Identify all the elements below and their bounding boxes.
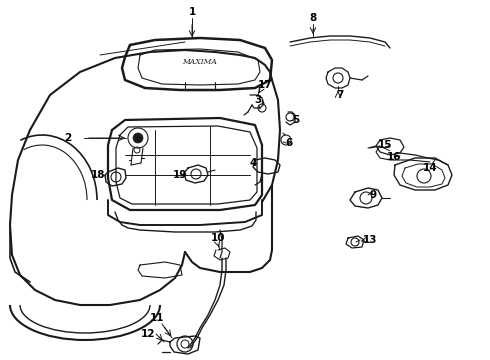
Circle shape [133, 133, 143, 143]
Text: 4: 4 [249, 158, 257, 168]
Text: 17: 17 [258, 80, 272, 90]
Text: MAXIMA: MAXIMA [183, 58, 218, 66]
Text: 13: 13 [363, 235, 377, 245]
Text: 11: 11 [150, 313, 164, 323]
Text: 6: 6 [285, 138, 293, 148]
Text: 19: 19 [173, 170, 187, 180]
Text: 15: 15 [378, 140, 392, 150]
Text: 14: 14 [423, 163, 437, 173]
Text: 16: 16 [387, 152, 401, 162]
Text: 3: 3 [254, 95, 262, 105]
Text: 8: 8 [309, 13, 317, 23]
Text: 18: 18 [91, 170, 105, 180]
Text: 12: 12 [141, 329, 155, 339]
Text: 7: 7 [336, 90, 343, 100]
Text: 5: 5 [293, 115, 299, 125]
Text: 9: 9 [369, 190, 376, 200]
Text: 10: 10 [211, 233, 225, 243]
Text: 1: 1 [188, 7, 196, 17]
Text: 2: 2 [64, 133, 72, 143]
